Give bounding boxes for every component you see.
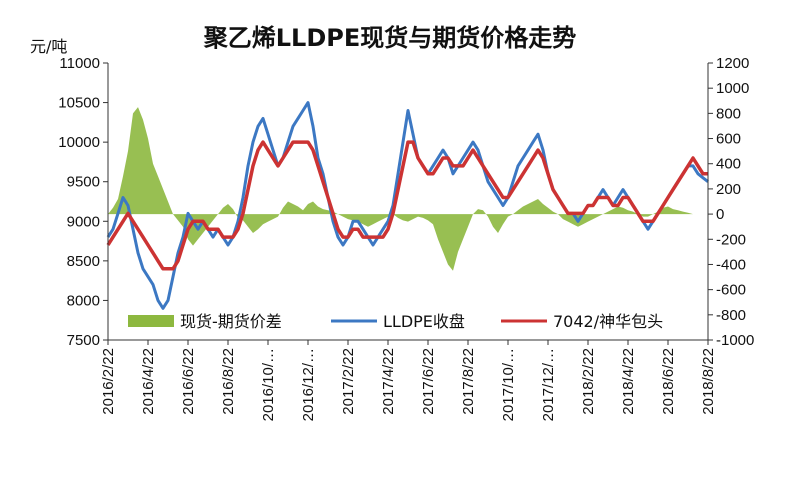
y-tick-label-right: 400 [716,156,741,173]
x-tick-label: 2017/8/22 [460,348,477,415]
x-tick-label: 2018/4/22 [620,348,637,415]
x-tick-label: 2017/2/22 [340,348,357,415]
y-tick-label-right: 800 [716,105,741,122]
y-tick-label-right: 600 [716,131,741,148]
y-tick-label-left: 9500 [67,174,100,191]
y-tick-label-left: 10500 [58,95,100,112]
x-tick-label: 2016/6/22 [180,348,197,415]
series-area-spread [108,107,708,271]
legend-label: 现货-期货价差 [180,312,282,331]
y-tick-label-left: 10000 [58,134,100,151]
y-tick-label-right: -200 [716,231,746,248]
y-tick-label-right: -400 [716,256,746,273]
legend: 现货-期货价差 LLDPE收盘 7042/神华包头 [128,312,663,331]
y-tick-label-right: 0 [716,206,724,223]
plot-area [106,101,709,310]
y-tick-label-left: 8500 [67,253,100,270]
y-tick-label-left: 11000 [59,55,100,72]
legend-swatch-spread [128,315,174,327]
x-tick-label: 2018/6/22 [660,348,677,415]
x-tick-label: 2017/4/22 [380,348,397,415]
x-tick-label: 2016/8/22 [220,348,237,415]
y-tick-label-left: 8000 [67,292,100,309]
y-tick-label-right: 1200 [716,55,749,72]
y-tick-label-right: -600 [716,282,746,299]
y-tick-label-right: 200 [716,181,741,198]
x-tick-label: 2016/2/22 [100,348,117,415]
chart-title: 聚乙烯LLDPE现货与期货价格走势 [203,24,577,52]
x-tick-label: 2017/10/… [500,348,517,421]
x-tick-label: 2016/12/… [300,348,317,421]
y-axis-unit: 元/吨 [30,37,67,56]
x-tick-label: 2018/8/22 [700,348,717,415]
y-tick-label-right: 1000 [716,80,749,97]
legend-label: 7042/神华包头 [553,312,663,331]
axes: 1100010500100009500900085008000750012001… [58,55,754,421]
y-tick-label-right: -1000 [716,332,754,349]
x-tick-label: 2017/6/22 [420,348,437,415]
x-tick-label: 2016/10/… [260,348,277,421]
legend-label: LLDPE收盘 [383,312,465,331]
x-tick-label: 2017/12/… [540,348,557,421]
x-tick-label: 2018/2/22 [580,348,597,415]
y-tick-label-left: 9000 [67,213,100,230]
x-tick-label: 2016/4/22 [140,348,157,415]
series-line-7042-baotou [106,140,708,271]
y-tick-label-left: 7500 [67,332,100,349]
y-tick-label-right: -800 [716,307,746,324]
